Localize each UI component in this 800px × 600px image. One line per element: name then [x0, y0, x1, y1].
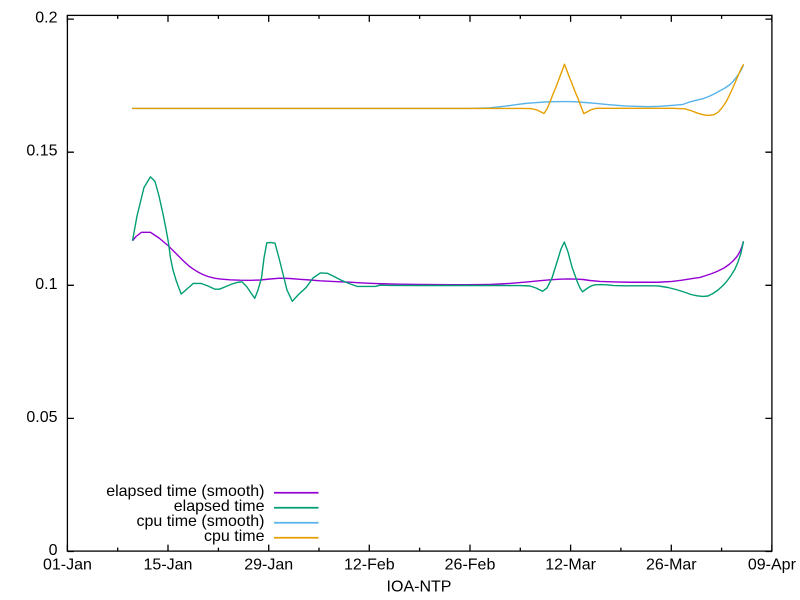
svg-text:12-Feb: 12-Feb: [344, 557, 395, 574]
svg-text:29-Jan: 29-Jan: [244, 557, 293, 574]
svg-text:elapsed time (smooth): elapsed time (smooth): [106, 483, 264, 500]
svg-text:26-Feb: 26-Feb: [445, 557, 496, 574]
svg-text:15-Jan: 15-Jan: [144, 557, 193, 574]
svg-text:0.15: 0.15: [26, 143, 57, 160]
svg-text:12-Mar: 12-Mar: [545, 557, 596, 574]
svg-text:IOA-NTP: IOA-NTP: [387, 579, 452, 596]
svg-text:09-Apr: 09-Apr: [748, 557, 797, 574]
svg-text:0.2: 0.2: [35, 10, 57, 27]
svg-text:0: 0: [49, 542, 58, 559]
svg-text:cpu time: cpu time: [204, 528, 265, 545]
svg-text:0.1: 0.1: [35, 276, 57, 293]
svg-text:elapsed time: elapsed time: [174, 498, 265, 515]
svg-text:01-Jan: 01-Jan: [43, 557, 92, 574]
svg-text:0.05: 0.05: [26, 409, 57, 426]
svg-text:cpu time (smooth): cpu time (smooth): [136, 513, 264, 530]
svg-text:26-Mar: 26-Mar: [646, 557, 697, 574]
